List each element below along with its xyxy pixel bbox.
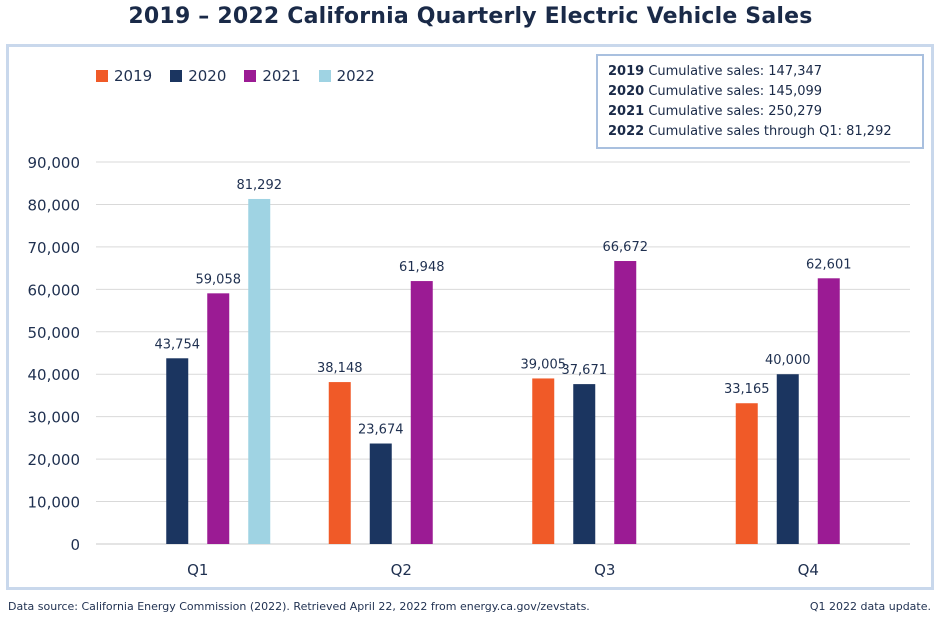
- x-tick-label: Q3: [594, 561, 615, 579]
- bar-2020-Q1: [166, 358, 189, 544]
- legend-item-2022: 2022: [318, 67, 375, 85]
- bar-2019-Q3: [532, 378, 555, 544]
- y-tick-label: 90,000: [28, 154, 81, 172]
- summary-line-2019: 2019 Cumulative sales: 147,347: [608, 62, 912, 82]
- summary-text: Cumulative sales through Q1: 81,292: [644, 124, 892, 139]
- data-label: 81,292: [237, 178, 283, 193]
- bar-2019-Q4: [735, 403, 758, 544]
- data-label: 59,058: [196, 272, 242, 287]
- legend-swatch-2022: [318, 70, 331, 82]
- x-tick-label: Q4: [798, 561, 819, 579]
- summary-line-2021: 2021 Cumulative sales: 250,279: [608, 102, 912, 122]
- summary-year: 2019: [608, 64, 645, 79]
- cumulative-sales-box: 2019 Cumulative sales: 147,347 2020 Cumu…: [596, 54, 924, 149]
- legend-item-2020: 2020: [170, 67, 226, 85]
- summary-year: 2021: [608, 104, 645, 119]
- legend-label-2020: 2020: [188, 67, 227, 85]
- y-tick-label: 0: [70, 536, 80, 554]
- y-tick-label: 80,000: [28, 196, 81, 214]
- legend-swatch-2021: [244, 70, 257, 82]
- bar-2019-Q2: [328, 382, 351, 544]
- summary-text: Cumulative sales: 147,347: [644, 64, 823, 79]
- y-tick-label: 70,000: [28, 239, 81, 257]
- legend-item-2021: 2021: [244, 67, 301, 85]
- y-tick-label: 20,000: [28, 451, 81, 469]
- y-tick-label: 40,000: [28, 366, 81, 384]
- legend-swatch-2020: [170, 70, 183, 82]
- data-source-note: Data source: California Energy Commissio…: [8, 600, 590, 613]
- y-tick-label: 30,000: [28, 409, 81, 427]
- x-tick-label: Q1: [187, 561, 208, 579]
- y-tick-label: 10,000: [28, 494, 81, 512]
- data-label: 33,165: [724, 382, 770, 397]
- summary-text: Cumulative sales: 250,279: [644, 104, 823, 119]
- bar-2021-Q2: [410, 281, 433, 544]
- chart-title: 2019 – 2022 California Quarterly Electri…: [128, 4, 813, 29]
- bar-2020-Q3: [573, 384, 596, 544]
- summary-line-2022: 2022 Cumulative sales through Q1: 81,292: [608, 122, 912, 142]
- bar-2022-Q1: [248, 198, 271, 544]
- y-tick-label: 60,000: [28, 281, 81, 299]
- data-label: 43,754: [155, 337, 201, 352]
- bar-2021-Q1: [207, 293, 230, 544]
- bar-2020-Q4: [776, 374, 799, 544]
- update-note: Q1 2022 data update.: [809, 600, 931, 613]
- data-label: 61,948: [399, 260, 445, 275]
- bar-2020-Q2: [369, 443, 392, 544]
- summary-year: 2020: [608, 84, 645, 99]
- legend-label-2019: 2019: [114, 67, 153, 85]
- data-label: 37,671: [562, 363, 608, 378]
- data-label: 66,672: [603, 240, 649, 255]
- summary-line-2020: 2020 Cumulative sales: 145,099: [608, 82, 912, 102]
- legend-label-2022: 2022: [336, 67, 375, 85]
- bar-2021-Q3: [614, 261, 637, 544]
- chart-frame: [6, 44, 934, 590]
- data-label: 40,000: [765, 353, 811, 368]
- y-tick-label: 50,000: [28, 324, 81, 342]
- legend-swatch-2019: [96, 70, 108, 82]
- summary-year: 2022: [608, 124, 645, 139]
- data-label: 23,674: [358, 423, 404, 438]
- data-label: 62,601: [806, 257, 852, 272]
- x-tick-label: Q2: [391, 561, 412, 579]
- data-label: 38,148: [317, 361, 363, 376]
- legend-label-2021: 2021: [262, 67, 301, 85]
- legend-item-2019: 2019: [96, 67, 152, 85]
- data-label: 39,005: [521, 357, 567, 372]
- summary-text: Cumulative sales: 145,099: [644, 84, 823, 99]
- legend: 2019 2020 2021 2022: [96, 66, 375, 86]
- bar-2021-Q4: [817, 278, 840, 544]
